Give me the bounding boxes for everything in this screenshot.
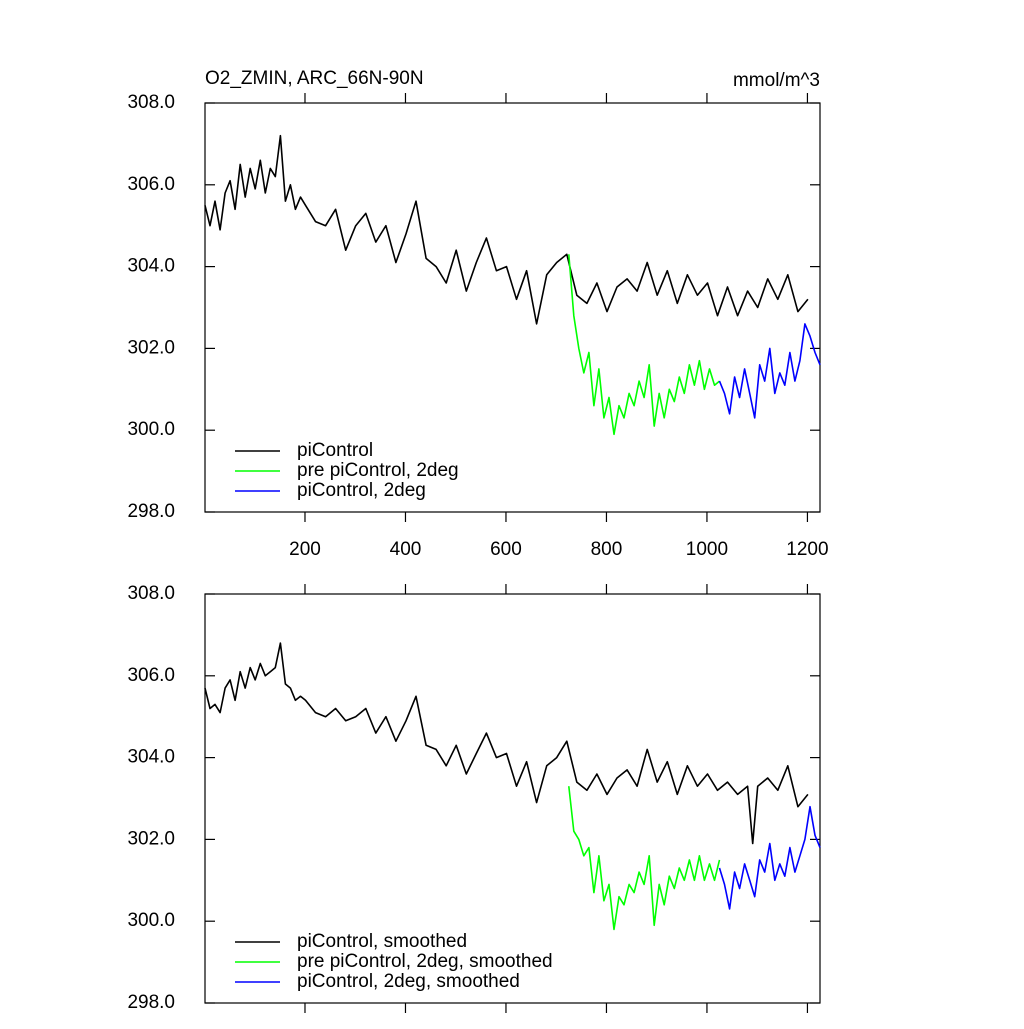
y-tick-label: 308.0: [127, 92, 175, 113]
data-line: [718, 323, 821, 419]
data-line: [568, 786, 721, 931]
y-tick-label: 308.0: [127, 583, 175, 604]
legend-label: piControl, 2deg, smoothed: [297, 971, 520, 992]
y-tick-label: 306.0: [127, 665, 175, 686]
y-tick-label: 304.0: [127, 256, 175, 277]
y-tick-label: 302.0: [127, 337, 175, 358]
y-tick-label: 300.0: [127, 910, 175, 931]
y-tick-label: 300.0: [127, 419, 175, 440]
data-line: [568, 254, 721, 436]
x-tick-label: 400: [390, 539, 422, 560]
y-tick-label: 306.0: [127, 174, 175, 195]
plot-frame: [204, 593, 821, 1004]
x-tick-label: 200: [289, 539, 321, 560]
x-tick-label: 1000: [686, 539, 728, 560]
y-tick-label: 298.0: [127, 992, 175, 1013]
data-line: [718, 805, 821, 910]
x-tick-label: 1200: [786, 539, 828, 560]
y-tick-label: 302.0: [127, 828, 175, 849]
legend-label: piControl, 2deg: [297, 480, 426, 501]
data-line: [204, 134, 809, 325]
x-tick-label: 600: [490, 539, 522, 560]
legend-label: pre piControl, 2deg, smoothed: [297, 951, 553, 972]
data-line: [204, 642, 809, 845]
legend-label: piControl, smoothed: [297, 931, 467, 952]
plot-frame: [204, 102, 821, 513]
x-tick-label: 800: [591, 539, 623, 560]
y-tick-label: 304.0: [127, 747, 175, 768]
legend-label: piControl: [297, 440, 373, 461]
y-tick-label: 298.0: [127, 501, 175, 522]
chart-title: O2_ZMIN, ARC_66N-90N: [205, 68, 424, 89]
legend-label: pre piControl, 2deg: [297, 460, 459, 481]
units-label: mmol/m^3: [733, 70, 820, 91]
